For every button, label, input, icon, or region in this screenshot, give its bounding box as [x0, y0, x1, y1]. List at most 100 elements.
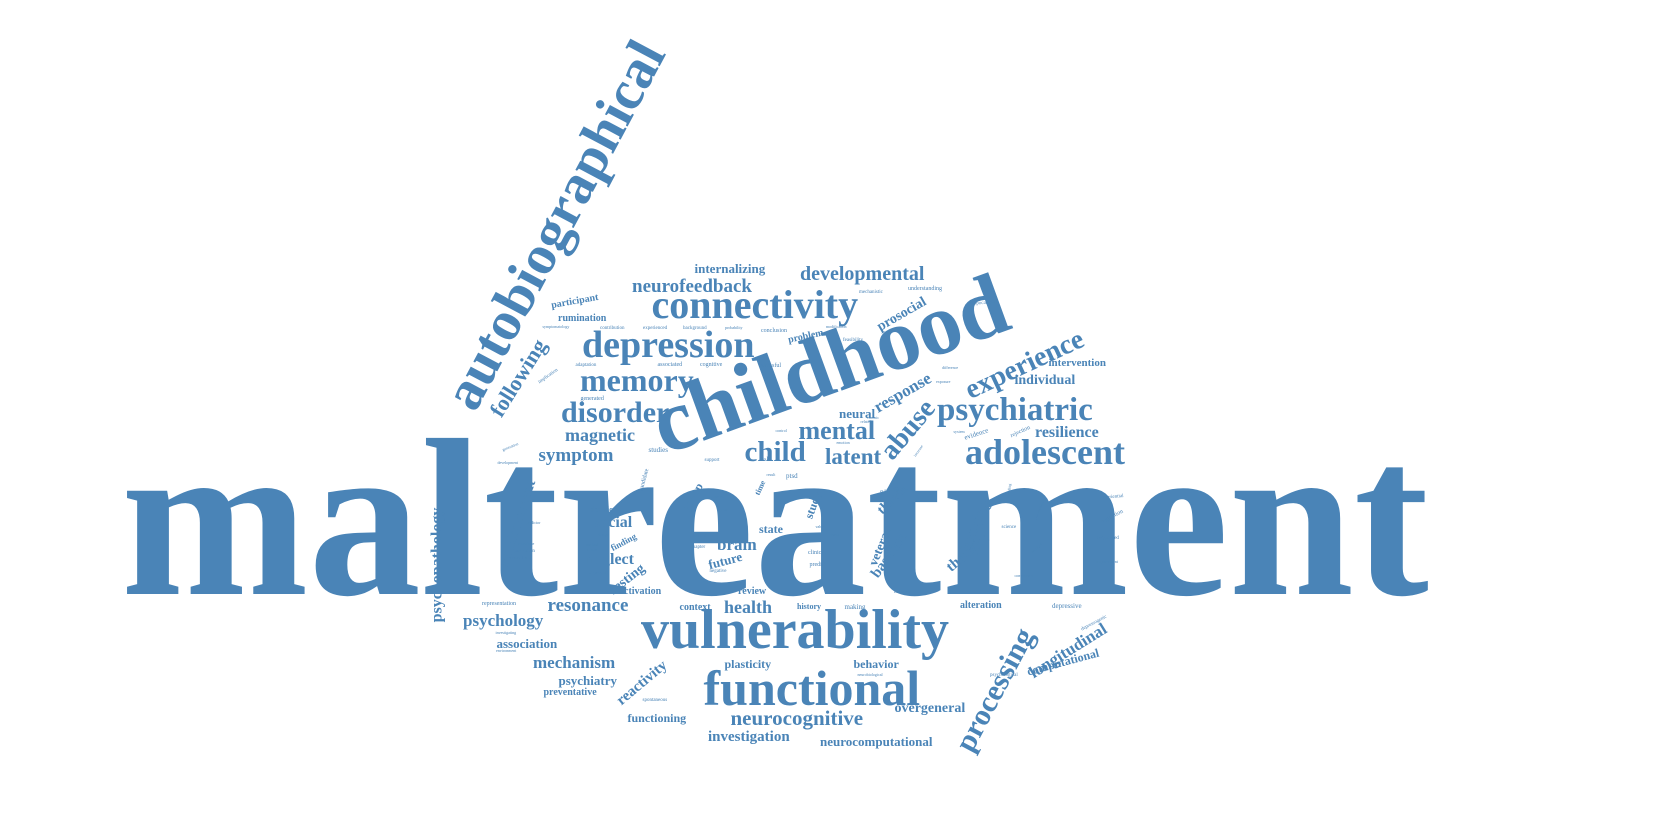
- word-making: making: [844, 602, 866, 611]
- word-association: association: [496, 635, 558, 651]
- word-state: state: [759, 522, 783, 536]
- word-investigation: investigation: [708, 728, 790, 745]
- word-emotional: emotional: [512, 555, 532, 561]
- word-heightened: heightened: [1097, 535, 1119, 541]
- word-science: science: [1001, 524, 1017, 530]
- word-developmental: developmental: [800, 263, 925, 285]
- word-related: related: [860, 419, 872, 424]
- word-conclusion: conclusion: [761, 328, 787, 334]
- word-control: control: [775, 428, 787, 433]
- word-internalizing: internalizing: [694, 260, 766, 276]
- word-prevention: prevention: [513, 548, 535, 554]
- word-decision: decision: [590, 505, 618, 514]
- word-contribution: contribution: [600, 325, 625, 331]
- word-magnetic: magnetic: [565, 425, 635, 445]
- word-intervention: intervention: [1048, 356, 1106, 369]
- word-mechanistic: mechanistic: [859, 289, 883, 295]
- word-event: event: [830, 532, 840, 537]
- word-latent: latent: [825, 443, 882, 469]
- word-probability: probability: [725, 325, 743, 330]
- word-modification: modification: [826, 324, 847, 329]
- word-chapter: chapter: [690, 544, 706, 550]
- word-resilience: resilience: [1035, 424, 1099, 441]
- word-associated: associated: [657, 362, 683, 368]
- word-cognitive: cognitive: [700, 362, 723, 368]
- word-ptsd: ptsd: [786, 471, 798, 480]
- word-resonance: resonance: [547, 594, 629, 616]
- word-individual: individual: [1014, 373, 1076, 388]
- word-participant: participant: [550, 291, 600, 312]
- word-neurocomputational: neurocomputational: [820, 733, 933, 749]
- word-social: social: [594, 514, 633, 531]
- word-neurofeedback: neurofeedback: [632, 275, 752, 297]
- word-rumination: rumination: [558, 313, 607, 324]
- word-experienced: experienced: [643, 325, 668, 331]
- word-hippocampal: hippocampal: [969, 299, 996, 307]
- word-signal: signal: [714, 494, 724, 499]
- word-maltreatment: maltreatment: [121, 392, 1429, 643]
- word-stressful: stressful: [761, 363, 781, 369]
- word-psychiatry: psychiatry: [558, 672, 618, 688]
- word-value: value: [815, 524, 825, 529]
- word-neurobiological: neurobiological: [857, 672, 883, 677]
- word-comparison: comparison: [1014, 573, 1034, 578]
- word-system: system: [953, 429, 965, 434]
- word-behavior: behavior: [853, 657, 899, 671]
- word-disorder: disorder: [561, 396, 670, 429]
- word-psychological: psychological: [990, 672, 1018, 678]
- word-representation: representation: [482, 601, 516, 607]
- word-psychopathology: psychopathology: [427, 507, 445, 623]
- word-functioning: functioning: [627, 711, 687, 725]
- word-result: result: [766, 472, 776, 477]
- word-adaptation: adaptation: [575, 362, 597, 368]
- word-alteration: alteration: [960, 600, 1002, 611]
- word-depression: depression: [582, 324, 755, 366]
- word-spontaneous: spontaneous: [642, 697, 668, 703]
- word-functional: functional: [703, 660, 921, 716]
- word-psychology: psychology: [463, 610, 544, 630]
- word-change: change: [597, 532, 609, 537]
- word-health: health: [724, 597, 773, 617]
- word-preventative: preventative: [543, 687, 597, 698]
- word-depressive: depressive: [1052, 601, 1082, 610]
- word-predictor: predictor: [526, 520, 541, 525]
- word-child: child: [744, 435, 806, 468]
- word-improvement: improvement: [1096, 559, 1118, 564]
- word-risk: risk: [760, 457, 770, 463]
- word-clinical: clinical: [808, 550, 826, 556]
- word-difference: difference: [942, 365, 959, 370]
- word-trauma: trauma: [586, 547, 598, 552]
- word-processing: processing: [948, 622, 1041, 757]
- word-domain: domain: [691, 533, 707, 539]
- word-connectivity: connectivity: [651, 282, 859, 327]
- word-investigating: investigating: [495, 630, 517, 635]
- word-implication: implication: [537, 367, 559, 385]
- word-activation: activation: [619, 586, 662, 597]
- word-understanding: understanding: [908, 286, 942, 292]
- word-symptomatology: symptomatology: [542, 324, 570, 329]
- word-emotion: emotion: [836, 440, 850, 445]
- word-mental: mental: [798, 416, 876, 445]
- word-background: background: [683, 325, 707, 331]
- word-approach: approach: [589, 570, 608, 576]
- word-psychiatric: psychiatric: [937, 391, 1093, 428]
- word-support: support: [704, 457, 720, 463]
- word-network: network: [894, 589, 911, 595]
- word-development: development: [497, 460, 519, 465]
- word-plasticity: plasticity: [724, 657, 772, 671]
- word-predict: predict: [809, 562, 827, 568]
- word-neural: neural: [839, 405, 876, 421]
- word-history: history: [797, 602, 821, 611]
- word-chronic: chronic: [867, 415, 879, 420]
- word-neurocognitive: neurocognitive: [730, 705, 864, 730]
- word-overgeneral: overgeneral: [894, 701, 966, 716]
- word-memory: memory: [580, 362, 694, 398]
- word-exposure: exposure: [936, 379, 951, 384]
- word-feasibility: feasibility: [843, 337, 863, 343]
- word-context: context: [679, 602, 711, 613]
- word-review: review: [738, 586, 767, 597]
- word-symptom: symptom: [538, 444, 614, 466]
- word-negative: negative: [709, 568, 727, 574]
- word-studies: studies: [648, 445, 668, 454]
